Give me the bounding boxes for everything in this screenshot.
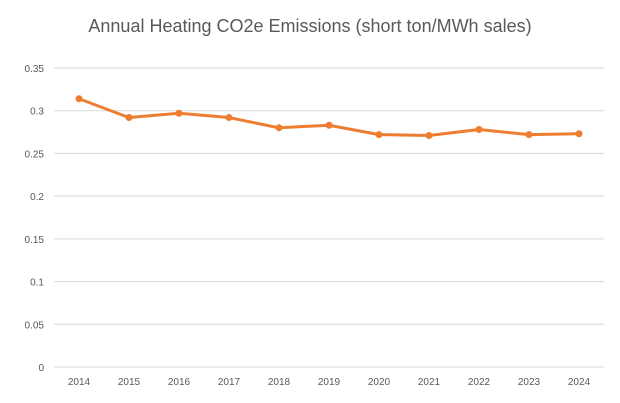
chart-title: Annual Heating CO2e Emissions (short ton… xyxy=(88,16,532,36)
data-point xyxy=(275,124,283,132)
y-tick-label: 0.2 xyxy=(30,192,44,203)
x-tick-label: 2024 xyxy=(568,377,591,388)
data-point xyxy=(425,131,433,139)
x-axis-ticks: 2014 2015 2016 2017 2018 2019 2020 2021 2022 2023… xyxy=(68,377,591,388)
x-tick-label: 2020 xyxy=(368,377,391,388)
x-tick-label: 2021 xyxy=(418,377,441,388)
y-tick-label: 0.15 xyxy=(25,235,45,246)
x-tick-label: 2022 xyxy=(468,377,491,388)
x-tick-label: 2014 xyxy=(68,377,91,388)
data-point xyxy=(375,131,383,139)
x-tick-label: 2018 xyxy=(268,377,291,388)
y-tick-label: 0.35 xyxy=(25,64,45,75)
data-point xyxy=(125,114,133,122)
x-tick-label: 2023 xyxy=(518,377,541,388)
data-point xyxy=(225,114,233,122)
x-tick-label: 2015 xyxy=(118,377,141,388)
y-tick-label: 0.1 xyxy=(30,278,44,289)
y-axis-ticks: 0 0.05 0.1 0.15 0.2 0.25 0.3 0.35 xyxy=(25,64,45,374)
series-line xyxy=(77,97,581,137)
data-point xyxy=(575,130,583,138)
y-tick-label: 0.25 xyxy=(25,149,45,160)
data-point xyxy=(475,126,483,134)
y-tick-label: 0.3 xyxy=(30,107,44,118)
data-point xyxy=(525,131,533,139)
x-tick-label: 2017 xyxy=(218,377,241,388)
series-layer xyxy=(75,95,583,139)
y-tick-label: 0 xyxy=(38,363,44,374)
data-point xyxy=(175,109,183,117)
y-tick-label: 0.05 xyxy=(25,320,45,331)
data-point xyxy=(75,95,83,103)
x-tick-label: 2016 xyxy=(168,377,191,388)
x-tick-label: 2019 xyxy=(318,377,341,388)
gridlines xyxy=(54,67,604,368)
data-point xyxy=(325,121,333,129)
